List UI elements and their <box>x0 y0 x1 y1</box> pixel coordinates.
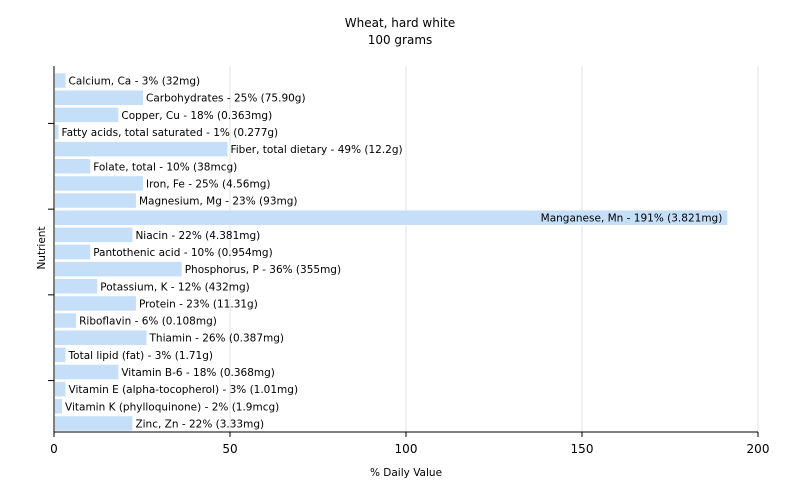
x-tick-labels: 0 50 100 150 200 <box>50 442 769 456</box>
x-tick-label: 0 <box>50 442 58 456</box>
bar-label: Pantothenic acid - 10% (0.954mg) <box>93 247 272 259</box>
x-tick-label: 200 <box>747 442 770 456</box>
bar <box>55 124 59 140</box>
bar-label: Calcium, Ca - 3% (32mg) <box>69 76 201 88</box>
bar-label: Vitamin B-6 - 18% (0.368mg) <box>121 367 275 379</box>
bar-label: Thiamin - 26% (0.387mg) <box>149 333 285 345</box>
bar <box>55 279 98 294</box>
bar <box>55 330 147 345</box>
bar <box>55 210 728 225</box>
bar <box>55 313 77 328</box>
x-tick-label: 150 <box>571 442 594 456</box>
bar-label: Iron, Fe - 25% (4.56mg) <box>146 178 270 190</box>
bar-label: Niacin - 22% (4.381mg) <box>135 230 260 242</box>
bar <box>55 193 136 208</box>
bar <box>55 73 66 88</box>
y-axis-label: Nutrient <box>36 226 48 269</box>
bar-labels-group: Calcium, Ca - 3% (32mg) Carbohydrates - 2… <box>62 76 723 431</box>
bar <box>55 296 136 311</box>
bar <box>55 159 91 174</box>
x-tick-label: 100 <box>395 442 418 456</box>
bar <box>55 227 133 243</box>
bar-label: Folate, total - 10% (38mcg) <box>93 161 237 173</box>
bar-label: Riboflavin - 6% (0.108mg) <box>79 316 217 328</box>
gridlines <box>229 66 759 432</box>
bar-label: Copper, Cu - 18% (0.363mg) <box>121 110 272 122</box>
bars-group <box>55 73 728 431</box>
bar <box>55 381 66 397</box>
x-tick-label: 50 <box>222 442 237 456</box>
bar-label: Total lipid (fat) - 3% (1.71g) <box>68 350 213 362</box>
bar-label: Magnesium, Mg - 23% (93mg) <box>139 196 298 208</box>
bar <box>55 347 66 363</box>
bar-label: Potassium, K - 12% (432mg) <box>100 281 250 293</box>
bar-label: Fiber, total dietary - 49% (12.2g) <box>230 144 402 156</box>
bar-label: Protein - 23% (11.31g) <box>139 298 258 310</box>
bar-label: Fatty acids, total saturated - 1% (0.277… <box>62 127 279 139</box>
bar <box>55 399 63 414</box>
bar <box>55 416 133 431</box>
bar-label: Vitamin K (phylloquinone) - 2% (1.9mcg) <box>65 401 279 413</box>
bar <box>55 261 182 277</box>
bar <box>55 364 119 380</box>
chart-title: Wheat, hard white <box>345 16 456 30</box>
bar <box>55 107 119 123</box>
x-axis-label: % Daily Value <box>370 467 442 479</box>
bar-label: Zinc, Zn - 22% (3.33mg) <box>135 418 264 430</box>
bar-label: Phosphorus, P - 36% (355mg) <box>185 264 341 276</box>
bar <box>55 176 143 191</box>
axes-group <box>48 66 759 437</box>
bar <box>55 244 91 260</box>
bar <box>55 141 228 157</box>
chart-subtitle: 100 grams <box>368 33 433 47</box>
bar-label: Carbohydrates - 25% (75.90g) <box>146 93 306 105</box>
bar-label: Manganese, Mn - 191% (3.821mg) <box>541 213 723 225</box>
bar <box>55 90 143 105</box>
bar-label: Vitamin E (alpha-tocopherol) - 3% (1.01m… <box>69 384 299 396</box>
